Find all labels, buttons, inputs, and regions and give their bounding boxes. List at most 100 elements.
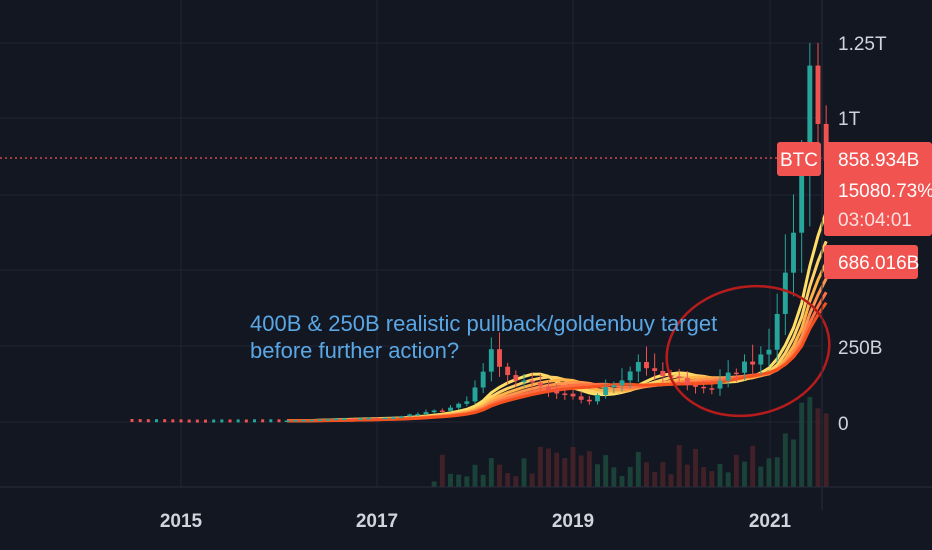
volume-bar (709, 471, 715, 487)
annotation-line-2: before further action? (250, 338, 459, 363)
candle (333, 418, 339, 421)
volume-bar (766, 458, 772, 487)
candle (261, 419, 265, 423)
candle (171, 419, 175, 423)
candle (195, 419, 199, 423)
x-tick-label: 2017 (356, 511, 398, 532)
volume-bar (570, 446, 576, 487)
volume-bar (823, 413, 829, 487)
candle (292, 420, 298, 422)
candle (570, 393, 576, 397)
volume-bar (676, 445, 682, 487)
volume-bar (497, 464, 502, 487)
countdown-label: 03:04:01 (838, 210, 912, 231)
candle (733, 372, 739, 375)
candle (554, 389, 560, 394)
candle (269, 419, 273, 423)
candle (815, 65, 821, 124)
candle (415, 414, 421, 416)
candle (693, 384, 698, 387)
candle (766, 349, 772, 355)
volume-bar (562, 458, 568, 487)
x-tick-label: 2015 (160, 511, 203, 532)
change-label: 15080.73% (838, 181, 932, 202)
candle (212, 419, 216, 423)
candle (423, 412, 429, 415)
candle (488, 349, 494, 372)
second-price-badge[interactable]: 686.016B (824, 245, 919, 279)
volume-bar (586, 451, 592, 487)
candle (684, 377, 690, 385)
candle (284, 420, 290, 423)
candlesticks (130, 43, 829, 423)
candle (464, 401, 470, 404)
candle (603, 387, 609, 395)
candle (774, 313, 780, 350)
candle (382, 417, 388, 420)
volume-bar (725, 472, 731, 487)
volume-bar (439, 454, 445, 487)
volume-bar (668, 474, 674, 487)
candle (709, 388, 715, 390)
candle (350, 418, 355, 421)
candle (431, 410, 437, 413)
y-tick-label: 1.25T (838, 34, 887, 55)
candle (301, 419, 306, 422)
candle (220, 419, 224, 423)
candle (179, 419, 183, 423)
candle (472, 387, 478, 402)
volume-bar (644, 462, 649, 487)
candle (791, 232, 796, 273)
second-price-label: 686.016B (838, 253, 919, 274)
candle (317, 419, 323, 422)
candle (619, 380, 625, 386)
volume-bars (431, 397, 829, 487)
price-badge[interactable]: 858.934B 15080.73% 03:04:01 (824, 142, 932, 236)
volume-bar (513, 476, 519, 487)
candle (236, 419, 240, 423)
volume-bar (619, 475, 625, 487)
candle (309, 419, 315, 422)
candle (146, 419, 150, 423)
candle (742, 361, 747, 373)
volume-bar (774, 457, 780, 487)
candle (660, 371, 666, 376)
candle (652, 368, 658, 372)
volume-bar (635, 451, 641, 487)
volume-bar (488, 458, 494, 487)
volume-bar (652, 472, 658, 487)
candle (627, 371, 633, 381)
volume-bar (521, 458, 527, 487)
candle (725, 372, 731, 381)
y-tick-label: 0 (838, 414, 849, 435)
candle (676, 376, 682, 378)
volume-bar (464, 476, 470, 487)
candle (130, 418, 134, 422)
candle (799, 175, 805, 233)
candle (529, 380, 535, 383)
candle (644, 362, 649, 369)
volume-bar (815, 408, 821, 487)
x-tick-label: 2019 (552, 511, 594, 532)
volume-bar (603, 455, 609, 487)
candle (782, 272, 788, 314)
candle (505, 366, 511, 376)
candle (374, 417, 380, 420)
y-tick-label: 250B (838, 338, 882, 359)
volume-bar (554, 452, 560, 487)
volume-bar (529, 473, 535, 487)
candle (155, 419, 158, 423)
candle (480, 371, 486, 388)
volume-bar (660, 462, 666, 487)
volume-bar (750, 445, 756, 487)
volume-bar (505, 473, 511, 487)
volume-bar (701, 466, 707, 487)
volume-bar (448, 473, 453, 487)
candle (635, 362, 641, 372)
candle (578, 396, 584, 400)
symbol-badge[interactable]: BTC (777, 142, 821, 176)
candle (228, 419, 232, 423)
candle (390, 417, 396, 419)
volume-bar (742, 461, 747, 487)
